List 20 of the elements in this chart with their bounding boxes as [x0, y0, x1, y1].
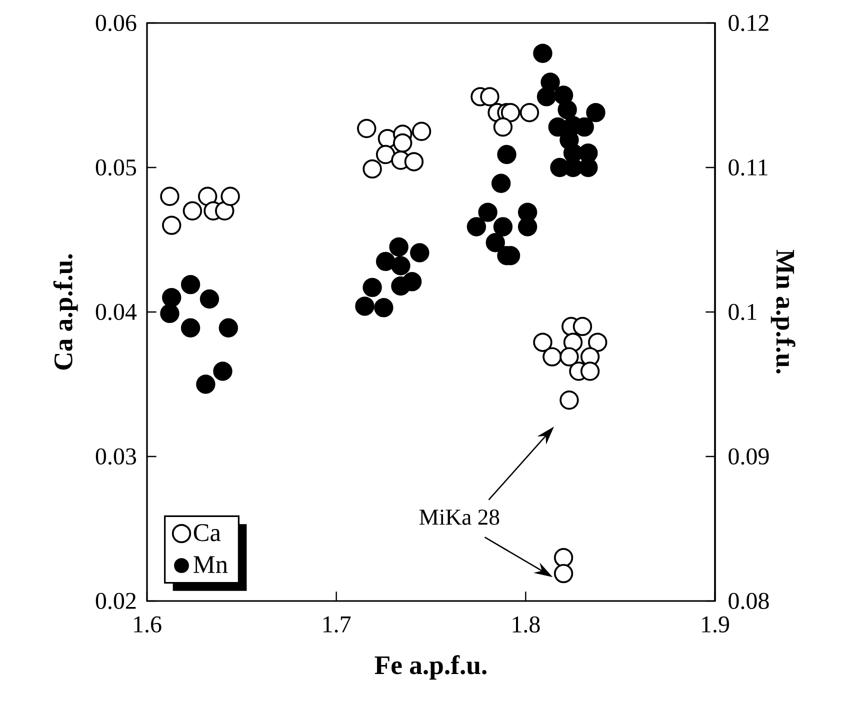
y2-tick-label: 0.12: [728, 14, 768, 32]
x-tick-label: 1.6: [134, 616, 162, 633]
legend-label: Ca: [194, 524, 221, 542]
y2-tick-label: 0.08: [728, 592, 769, 610]
x-tick-label: 1.7: [323, 616, 351, 633]
x-axis-title: Fe a.p.f.u.: [374, 655, 486, 680]
y2-tick-label: 0.09: [728, 448, 769, 465]
y2-tick-label: 0.11: [728, 159, 768, 176]
annotation: MiKa 28: [419, 510, 500, 525]
y-axis-title: Ca a.p.f.u.: [53, 254, 78, 370]
y2-tick-label: 0.1: [728, 304, 756, 320]
y-tick-label: 0.02: [96, 592, 136, 610]
y-tick-label: 0.06: [96, 14, 136, 32]
x-tick-label: 1.9: [702, 616, 730, 633]
y-tick-label: 0.04: [96, 304, 137, 320]
y-tick-label: 0.03: [96, 448, 136, 465]
y2-axis-title: Mn a.p.f.u.: [770, 250, 796, 374]
legend-label: Mn: [194, 556, 228, 573]
y-tick-label: 0.05: [96, 159, 136, 176]
x-tick-label: 1.8: [512, 616, 540, 633]
